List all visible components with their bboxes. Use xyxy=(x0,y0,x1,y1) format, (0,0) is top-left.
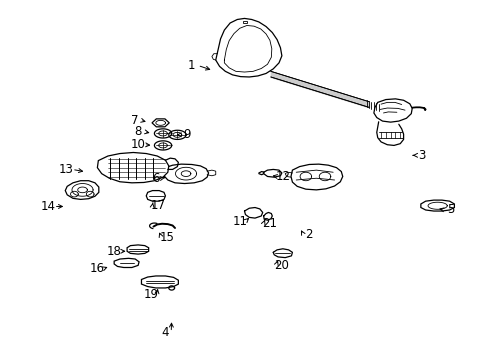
Polygon shape xyxy=(65,181,99,199)
Text: 12: 12 xyxy=(275,170,290,183)
Text: 8: 8 xyxy=(134,125,142,138)
Text: 20: 20 xyxy=(274,259,289,272)
Polygon shape xyxy=(420,200,453,211)
Text: 6: 6 xyxy=(152,172,159,185)
Polygon shape xyxy=(114,258,139,267)
Text: 2: 2 xyxy=(305,228,312,241)
Text: 18: 18 xyxy=(106,245,122,258)
Text: 17: 17 xyxy=(150,199,165,212)
Polygon shape xyxy=(152,119,169,127)
Polygon shape xyxy=(127,245,148,254)
Text: 13: 13 xyxy=(59,163,74,176)
Text: 1: 1 xyxy=(188,59,195,72)
Text: 11: 11 xyxy=(232,215,247,228)
Text: 5: 5 xyxy=(446,203,453,216)
Polygon shape xyxy=(141,276,178,288)
Text: 10: 10 xyxy=(130,138,145,151)
Polygon shape xyxy=(146,190,165,201)
Text: 4: 4 xyxy=(162,326,169,339)
Polygon shape xyxy=(373,99,411,122)
Polygon shape xyxy=(215,18,281,77)
Text: 16: 16 xyxy=(89,262,104,275)
Polygon shape xyxy=(163,164,208,184)
Text: 19: 19 xyxy=(143,288,158,301)
Text: 3: 3 xyxy=(417,149,425,162)
Text: 14: 14 xyxy=(41,200,56,213)
Text: 15: 15 xyxy=(159,231,174,244)
Polygon shape xyxy=(242,21,246,23)
Polygon shape xyxy=(290,164,342,190)
Polygon shape xyxy=(97,153,168,183)
Text: 9: 9 xyxy=(183,129,190,141)
Text: 7: 7 xyxy=(130,113,138,126)
Text: 21: 21 xyxy=(262,217,276,230)
